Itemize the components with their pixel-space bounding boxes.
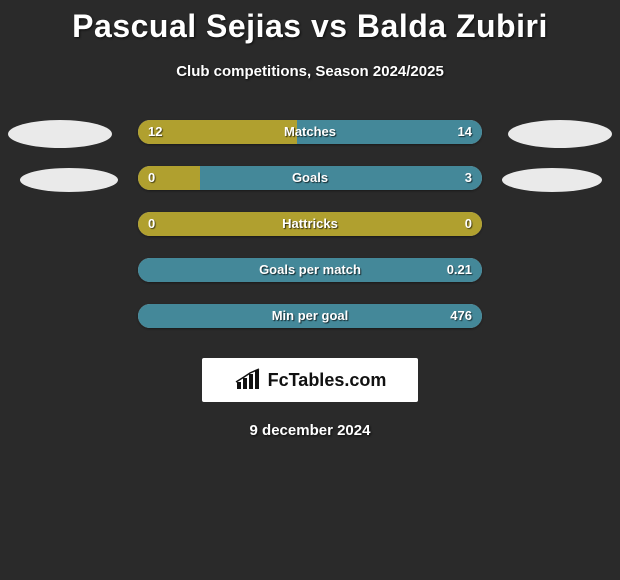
logo-text: FcTables.com — [268, 370, 387, 391]
avatar-left — [20, 168, 118, 192]
stats-rows: 1214Matches 03Goals 00Hattricks 0.21Goals p… — [0, 120, 620, 350]
stat-row: 00Hattricks — [0, 212, 620, 258]
stat-bar: 476Min per goal — [138, 304, 482, 328]
subtitle: Club competitions, Season 2024/2025 — [0, 63, 620, 80]
logo-box: FcTables.com — [202, 358, 418, 402]
stat-bar: 00Hattricks — [138, 212, 482, 236]
stat-bar: 0.21Goals per match — [138, 258, 482, 282]
stat-row: 476Min per goal — [0, 304, 620, 350]
stat-label: Hattricks — [138, 212, 482, 236]
stat-bar: 1214Matches — [138, 120, 482, 144]
avatar-right — [508, 120, 612, 148]
avatar-left — [8, 120, 112, 148]
stat-row: 1214Matches — [0, 120, 620, 166]
stat-label: Goals — [138, 166, 482, 190]
stat-row: 0.21Goals per match — [0, 258, 620, 304]
comparison-infographic: Pascual Sejias vs Balda Zubiri Club comp… — [0, 0, 620, 439]
avatar-right — [502, 168, 602, 192]
stat-bar: 03Goals — [138, 166, 482, 190]
stat-label: Min per goal — [138, 304, 482, 328]
stat-label: Matches — [138, 120, 482, 144]
date-label: 9 december 2024 — [0, 422, 620, 439]
stat-row: 03Goals — [0, 166, 620, 212]
bar-chart-icon — [234, 368, 262, 392]
page-title: Pascual Sejias vs Balda Zubiri — [0, 8, 620, 45]
stat-label: Goals per match — [138, 258, 482, 282]
